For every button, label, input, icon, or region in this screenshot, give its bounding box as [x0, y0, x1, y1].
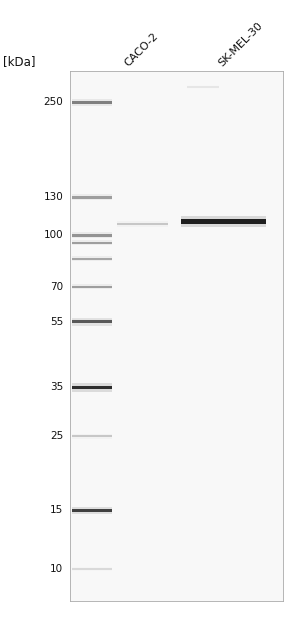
FancyBboxPatch shape — [72, 99, 112, 106]
Text: 70: 70 — [50, 282, 63, 292]
FancyBboxPatch shape — [72, 286, 112, 288]
FancyBboxPatch shape — [72, 318, 112, 326]
FancyBboxPatch shape — [72, 101, 112, 104]
FancyBboxPatch shape — [72, 509, 112, 512]
FancyBboxPatch shape — [72, 507, 112, 514]
Text: 130: 130 — [43, 192, 63, 202]
FancyBboxPatch shape — [72, 194, 112, 200]
FancyBboxPatch shape — [72, 234, 112, 237]
Text: 55: 55 — [50, 317, 63, 327]
Text: 100: 100 — [44, 230, 63, 241]
FancyBboxPatch shape — [72, 321, 112, 324]
Text: 10: 10 — [50, 564, 63, 574]
FancyBboxPatch shape — [72, 256, 112, 262]
Text: 25: 25 — [50, 432, 63, 441]
FancyBboxPatch shape — [72, 258, 112, 260]
Text: 15: 15 — [50, 505, 63, 515]
FancyBboxPatch shape — [72, 434, 112, 439]
FancyBboxPatch shape — [187, 85, 219, 89]
FancyBboxPatch shape — [117, 221, 168, 228]
FancyBboxPatch shape — [72, 386, 112, 389]
FancyBboxPatch shape — [72, 383, 112, 392]
FancyBboxPatch shape — [72, 240, 112, 246]
FancyBboxPatch shape — [181, 219, 266, 224]
FancyBboxPatch shape — [187, 86, 219, 88]
FancyBboxPatch shape — [72, 567, 112, 571]
Text: [kDa]: [kDa] — [3, 55, 35, 68]
FancyBboxPatch shape — [72, 435, 112, 437]
FancyBboxPatch shape — [72, 232, 112, 239]
Text: 250: 250 — [43, 97, 63, 107]
Text: SK-MEL-30: SK-MEL-30 — [216, 20, 264, 68]
FancyBboxPatch shape — [72, 285, 112, 290]
FancyBboxPatch shape — [72, 569, 112, 570]
FancyBboxPatch shape — [117, 223, 168, 226]
Text: CACO-2: CACO-2 — [123, 31, 160, 68]
FancyBboxPatch shape — [72, 242, 112, 244]
FancyBboxPatch shape — [72, 196, 112, 198]
FancyBboxPatch shape — [181, 216, 266, 227]
Text: 35: 35 — [50, 383, 63, 392]
